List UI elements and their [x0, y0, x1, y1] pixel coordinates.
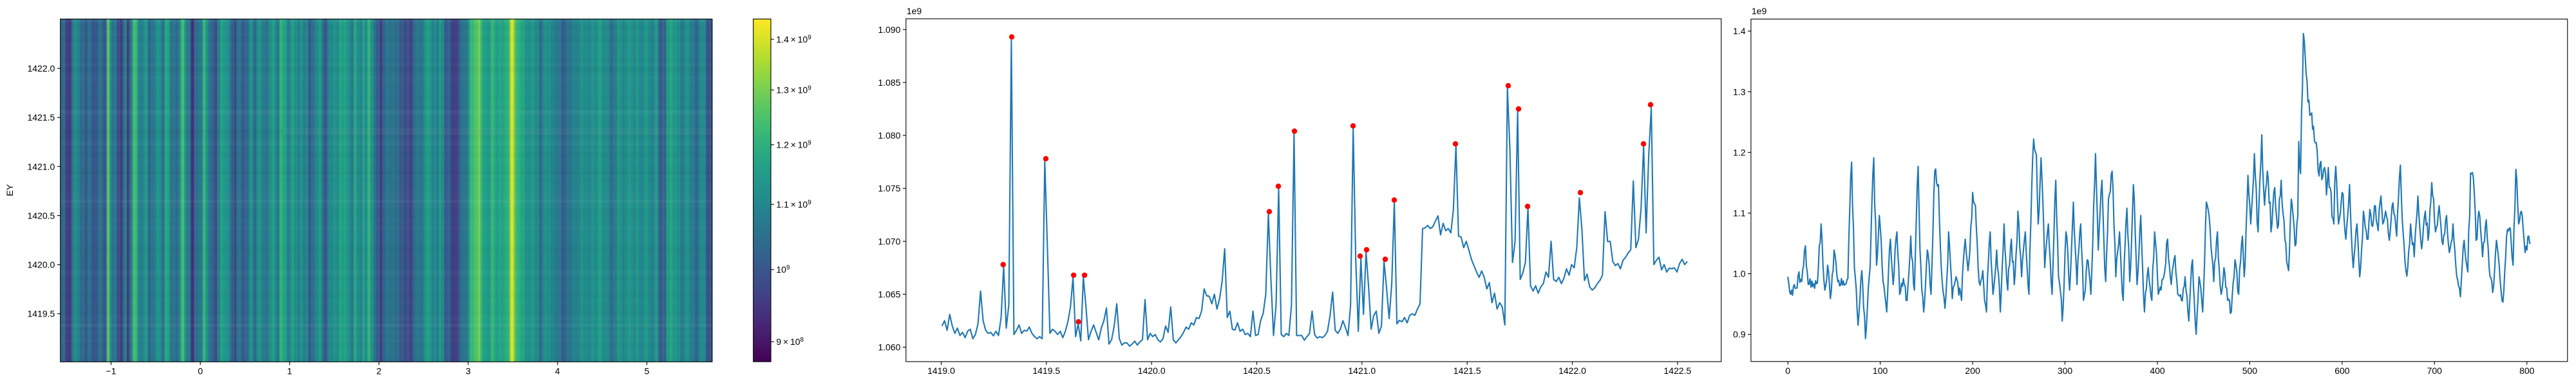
- svg-text:0.9: 0.9: [1733, 329, 1746, 340]
- svg-text:1.070: 1.070: [878, 236, 900, 246]
- svg-text:1: 1: [287, 366, 292, 376]
- svg-text:700: 700: [2427, 366, 2443, 376]
- svg-text:1419.5: 1419.5: [1032, 366, 1060, 376]
- svg-text:1.075: 1.075: [878, 183, 900, 193]
- svg-text:1.1: 1.1: [1733, 208, 1746, 219]
- svg-text:1.065: 1.065: [878, 289, 900, 299]
- svg-text:100: 100: [1873, 366, 1888, 376]
- svg-text:1422.0: 1422.0: [27, 63, 55, 73]
- svg-text:1.1 × 109: 1.1 × 109: [776, 199, 811, 210]
- svg-text:1.4 × 109: 1.4 × 109: [776, 34, 811, 44]
- svg-text:1.3: 1.3: [1733, 86, 1746, 97]
- svg-text:3: 3: [466, 366, 471, 376]
- svg-text:5: 5: [645, 366, 650, 376]
- svg-text:1.090: 1.090: [878, 24, 900, 35]
- svg-text:1.3 × 109: 1.3 × 109: [776, 85, 811, 95]
- svg-text:1.4: 1.4: [1733, 26, 1746, 36]
- svg-text:1420.0: 1420.0: [1138, 366, 1166, 376]
- svg-text:600: 600: [2334, 366, 2350, 376]
- svg-text:300: 300: [2058, 366, 2073, 376]
- svg-text:1e9: 1e9: [1752, 6, 1767, 16]
- svg-text:1.2 × 109: 1.2 × 109: [776, 140, 811, 150]
- svg-text:1421.0: 1421.0: [27, 161, 55, 171]
- svg-text:0: 0: [198, 366, 203, 376]
- svg-text:1e9: 1e9: [907, 6, 922, 16]
- svg-text:0: 0: [1785, 366, 1790, 376]
- svg-text:1419.5: 1419.5: [27, 309, 55, 319]
- svg-text:2: 2: [377, 366, 382, 376]
- svg-text:−1: −1: [106, 366, 116, 376]
- svg-text:200: 200: [1965, 366, 1980, 376]
- svg-text:1.2: 1.2: [1733, 147, 1746, 157]
- svg-text:1422.5: 1422.5: [1663, 366, 1691, 376]
- svg-text:1419.0: 1419.0: [927, 366, 955, 376]
- svg-text:1421.0: 1421.0: [1348, 366, 1376, 376]
- svg-text:1.0: 1.0: [1733, 269, 1746, 279]
- svg-text:1420.5: 1420.5: [1243, 366, 1271, 376]
- svg-text:9 × 108: 9 × 108: [776, 336, 804, 347]
- svg-text:1421.5: 1421.5: [1454, 366, 1481, 376]
- svg-text:1420.0: 1420.0: [27, 260, 55, 270]
- svg-text:500: 500: [2242, 366, 2258, 376]
- svg-text:1421.5: 1421.5: [27, 112, 55, 122]
- svg-text:1.080: 1.080: [878, 130, 900, 141]
- svg-text:1.085: 1.085: [878, 77, 900, 88]
- svg-text:800: 800: [2519, 366, 2535, 376]
- svg-text:400: 400: [2150, 366, 2165, 376]
- svg-text:1420.5: 1420.5: [27, 211, 55, 221]
- svg-text:1422.0: 1422.0: [1558, 366, 1586, 376]
- svg-text:1.060: 1.060: [878, 342, 900, 353]
- svg-text:EY: EY: [5, 184, 15, 196]
- svg-text:4: 4: [555, 366, 560, 376]
